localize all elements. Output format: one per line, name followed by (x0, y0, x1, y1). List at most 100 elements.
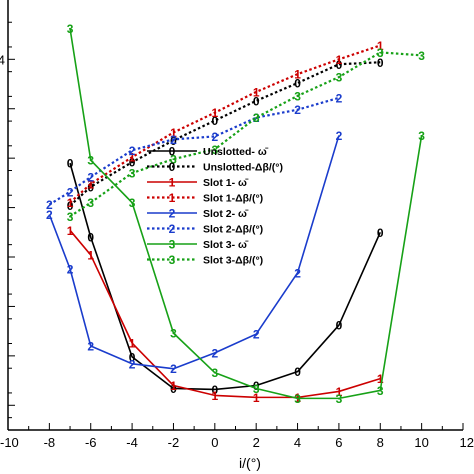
data-point-marker: 1 (211, 389, 218, 403)
data-point-marker: 0 (67, 199, 74, 213)
data-point-marker: 3 (336, 71, 343, 85)
data-point-marker: 2 (87, 170, 94, 184)
legend-label: Unslotted- ω̄ (203, 146, 269, 158)
x-tick-label: 8 (377, 435, 384, 450)
data-point-marker: 0 (211, 383, 218, 397)
data-point-marker: 3 (294, 392, 301, 406)
data-point-marker: 3 (211, 143, 218, 157)
data-point-marker: 3 (253, 111, 260, 125)
x-tick-label: -6 (85, 435, 97, 450)
data-point-marker: 0 (336, 58, 343, 72)
data-point-marker: 2 (87, 339, 94, 353)
data-point-marker: 0 (294, 365, 301, 379)
data-point-marker: 3 (418, 129, 425, 143)
x-tick-label: 6 (335, 435, 342, 450)
data-point-marker: 1 (294, 68, 301, 82)
x-tick-label: 12 (460, 435, 474, 450)
legend-marker: 2 (169, 207, 176, 221)
data-point-marker: 3 (67, 22, 74, 36)
data-point-marker: 1 (253, 85, 260, 99)
series-line (69, 162, 382, 391)
data-point-marker: 2 (336, 91, 343, 105)
x-tick-label: 0 (211, 435, 218, 450)
data-point-marker: 2 (294, 266, 301, 280)
x-tick-label: -2 (168, 435, 180, 450)
data-point-marker: 2 (294, 103, 301, 117)
data-point-marker: 1 (129, 337, 136, 351)
data-point-marker: 3 (253, 382, 260, 396)
data-point-marker: 3 (418, 49, 425, 63)
data-point-marker: 2 (67, 262, 74, 276)
data-point-marker: 0 (129, 350, 136, 364)
series-line (69, 28, 423, 400)
data-point-marker: 3 (129, 196, 136, 210)
legend-marker: 0 (169, 145, 176, 159)
legend-label: Slot 1- ω̄ (203, 177, 249, 189)
series-line (69, 229, 381, 399)
data-point-marker: 2 (129, 144, 136, 158)
x-tick-label: 4 (294, 435, 301, 450)
data-point-marker: 0 (170, 382, 177, 396)
x-tick-label: 2 (253, 435, 260, 450)
data-point-marker: 1 (67, 224, 74, 238)
legend-marker: 1 (169, 191, 176, 205)
y-tick-label: 4 (0, 52, 5, 67)
legend: 0 Unslotted- ω̄ 0 Unslotted-Δβ/(°) 1 Slot 1- … (147, 145, 283, 267)
data-point-marker: 1 (336, 53, 343, 67)
data-point-marker: 1 (67, 196, 74, 210)
data-point-marker: 1 (377, 39, 384, 53)
data-point-marker: 1 (87, 177, 94, 191)
legend-label: Unslotted-Δβ/(°) (203, 162, 283, 174)
data-point-marker: 1 (253, 391, 260, 405)
series-line (69, 44, 381, 204)
data-point-marker: 0 (377, 56, 384, 70)
data-point-marker: 0 (129, 156, 136, 170)
data-point-marker: 2 (336, 129, 343, 143)
data-point-marker: 3 (377, 384, 384, 398)
data-point-marker: 0 (377, 226, 384, 240)
series-line (48, 96, 340, 206)
data-point-marker: 0 (87, 180, 94, 194)
data-point-marker: 2 (211, 130, 218, 144)
data-point-marker: 2 (46, 198, 53, 212)
legend-marker: 1 (169, 176, 176, 190)
data-point-marker: 2 (253, 328, 260, 342)
data-point-marker: 3 (87, 196, 94, 210)
data-point-marker: 2 (170, 362, 177, 376)
legend-marker: 2 (169, 222, 176, 236)
x-axis-label: i/(°) (239, 455, 261, 471)
data-point-marker: 0 (170, 134, 177, 148)
data-point-marker: 3 (170, 153, 177, 167)
data-point-marker: 3 (67, 210, 74, 224)
data-point-marker: 1 (170, 379, 177, 393)
data-point-marker: 2 (46, 208, 53, 222)
data-point-marker: 1 (377, 372, 384, 386)
data-point-marker: 1 (129, 151, 136, 165)
data-point-marker: 2 (170, 133, 177, 147)
x-tick-label: -4 (126, 435, 138, 450)
data-point-marker: 2 (211, 346, 218, 360)
data-point-marker: 0 (253, 379, 260, 393)
data-point-marker: 1 (87, 249, 94, 263)
data-point-marker: 0 (211, 114, 218, 128)
legend-label: Slot 3- ω̄ (203, 239, 249, 251)
data-point-marker: 3 (87, 154, 94, 168)
legend-marker: 3 (169, 253, 176, 267)
data-point-marker: 0 (253, 94, 260, 108)
data-point-marker: 3 (211, 366, 218, 380)
data-point-marker: 1 (336, 385, 343, 399)
data-point-marker: 1 (211, 106, 218, 120)
series-line (69, 51, 422, 218)
data-point-marker: 1 (170, 126, 177, 140)
data-point-marker: 3 (129, 166, 136, 180)
data-point-marker: 0 (294, 77, 301, 91)
data-point-marker: 3 (294, 89, 301, 103)
legend-label: Slot 2- ω̄ (203, 208, 249, 220)
